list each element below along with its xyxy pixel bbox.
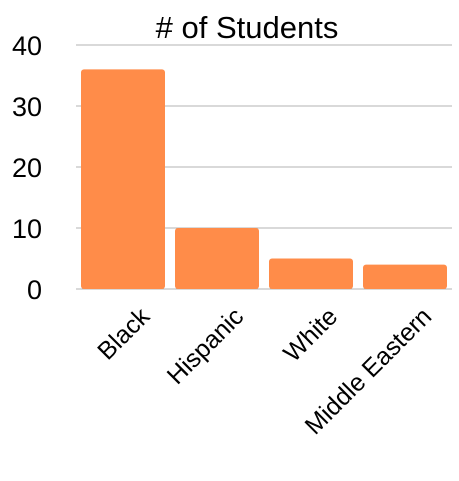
x-tick-label: Black	[92, 302, 155, 365]
y-tick-label: 30	[12, 92, 42, 122]
bar-black	[81, 69, 165, 290]
y-tick-label: 40	[12, 31, 42, 61]
y-tick-label: 0	[27, 275, 42, 305]
x-tick-label: Hispanic	[162, 302, 250, 390]
bar-hispanic	[175, 228, 259, 289]
y-tick-label: 20	[12, 153, 42, 183]
y-tick-label: 10	[12, 214, 42, 244]
bars	[81, 69, 447, 290]
x-tick-label: White	[278, 302, 343, 367]
y-axis-ticks: 0 10 20 30 40	[12, 31, 42, 305]
bar-white	[269, 258, 353, 289]
bar-middle-eastern	[363, 264, 447, 289]
chart-title: # of Students	[156, 10, 339, 45]
